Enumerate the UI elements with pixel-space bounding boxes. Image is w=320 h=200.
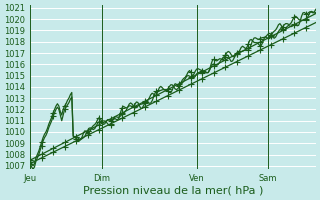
X-axis label: Pression niveau de la mer( hPa ): Pression niveau de la mer( hPa ) [83, 186, 263, 196]
